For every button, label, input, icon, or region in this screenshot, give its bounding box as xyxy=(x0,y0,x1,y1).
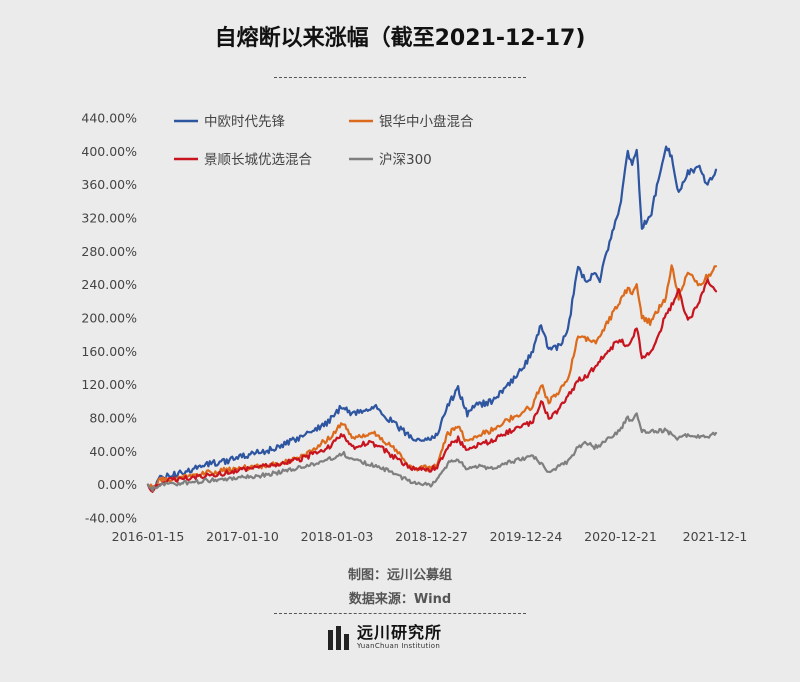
footer-divider xyxy=(274,613,526,614)
logo-name-cn: 远川研究所 xyxy=(357,623,443,642)
logo-bars-icon xyxy=(328,625,349,650)
x-tick-label: 2017-01-10 xyxy=(206,529,279,544)
plot-area xyxy=(146,145,718,493)
y-tick-label: 360.00% xyxy=(81,177,137,192)
legend-label-4: 沪深300 xyxy=(379,152,432,168)
chart-title: 自熔断以来涨幅（截至2021-12-17) xyxy=(214,26,586,51)
x-tick-label: 2019-12-24 xyxy=(490,529,563,544)
x-tick-label: 2018-12-27 xyxy=(395,529,468,544)
y-tick-label: 0.00% xyxy=(97,477,137,492)
legend-label-3: 景顺长城优选混合 xyxy=(204,152,312,168)
y-tick-label: 80.00% xyxy=(89,411,137,426)
y-axis: -40.00% 0.00% 40.00% 80.00% 120.00% 160.00% 20… xyxy=(81,111,137,526)
y-tick-label: -40.00% xyxy=(85,511,137,526)
chart-maker-credit: 制图：远川公募组 xyxy=(347,568,452,583)
x-tick-label: 2021-12-1 xyxy=(683,529,748,544)
legend-label-2: 银华中小盘混合 xyxy=(379,113,474,130)
legend-label-1: 中欧时代先锋 xyxy=(204,114,285,130)
title-divider xyxy=(274,77,526,78)
y-tick-label: 280.00% xyxy=(81,244,137,259)
series-line-1 xyxy=(146,145,718,493)
x-axis: 2016-01-15 2017-01-10 2018-01-03 2018-12-27… xyxy=(112,529,748,544)
series-line-2 xyxy=(146,264,718,491)
y-tick-label: 40.00% xyxy=(89,444,137,459)
y-tick-label: 200.00% xyxy=(81,311,137,326)
institution-logo: 远川研究所 YuanChuan Institution xyxy=(328,624,442,651)
y-tick-label: 400.00% xyxy=(81,144,137,159)
y-tick-label: 240.00% xyxy=(81,277,137,292)
series-line-4 xyxy=(146,412,718,492)
logo-name-en: YuanChuan Institution xyxy=(357,642,441,650)
data-source-credit: 数据来源：Wind xyxy=(348,592,452,607)
y-tick-label: 320.00% xyxy=(81,211,137,226)
x-tick-label: 2018-01-03 xyxy=(301,529,374,544)
x-tick-label: 2020-12-21 xyxy=(584,529,657,544)
series-line-3 xyxy=(146,278,718,493)
x-tick-label: 2016-01-15 xyxy=(112,529,185,544)
y-tick-label: 440.00% xyxy=(81,111,137,126)
y-tick-label: 160.00% xyxy=(81,344,137,359)
y-tick-label: 120.00% xyxy=(81,377,137,392)
